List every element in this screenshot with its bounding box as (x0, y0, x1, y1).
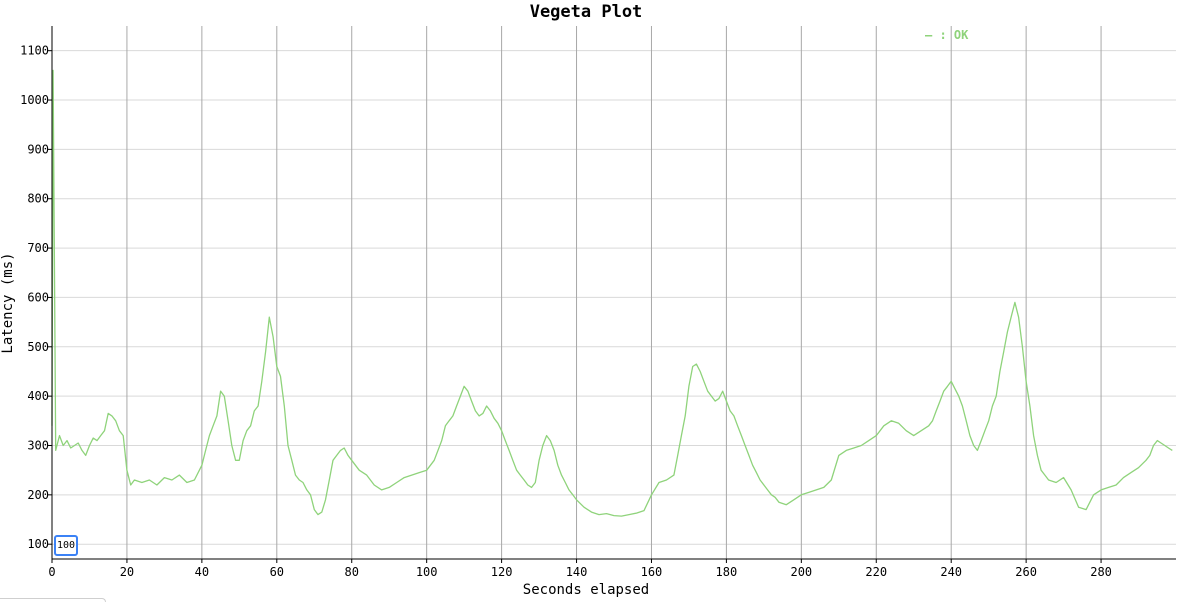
y-tick-label: 200 (27, 488, 49, 502)
x-tick-label: 180 (716, 565, 738, 579)
x-tick-label: 200 (790, 565, 812, 579)
x-tick-label: 120 (491, 565, 513, 579)
x-tick-label: 80 (345, 565, 359, 579)
x-tick-label: 0 (48, 565, 55, 579)
grid (52, 26, 1176, 559)
y-tick-label: 100 (27, 537, 49, 551)
y-tick-label: 1100 (20, 44, 49, 58)
y-axis-label: Latency (ms) (0, 252, 16, 353)
y-tick-label: 400 (27, 389, 49, 403)
y-ticks: 100 200 300 400 500 600 700 800 900 1000 1100 (20, 44, 52, 551)
x-axis-label: Seconds elapsed (523, 582, 649, 598)
y-tick-label: 700 (27, 241, 49, 255)
y-tick-highlight-badge[interactable]: 100 (54, 535, 78, 556)
y-tick-label: 300 (27, 438, 49, 452)
y-tick-label: 800 (27, 192, 49, 206)
x-tick-label: 100 (416, 565, 438, 579)
x-ticks: 0 20 40 60 80 100 120 140 160 180 200 220 240 260 280 (48, 559, 1112, 579)
x-tick-label: 240 (940, 565, 962, 579)
series-line-ok (51, 69, 1173, 517)
x-tick-label: 40 (195, 565, 209, 579)
y-tick-label: 600 (27, 290, 49, 304)
x-tick-label: 60 (270, 565, 284, 579)
x-tick-label: 280 (1090, 565, 1112, 579)
chart-title: Vegeta Plot (530, 2, 643, 22)
window-corner (0, 598, 106, 602)
x-tick-label: 20 (120, 565, 134, 579)
series-ok (51, 69, 1173, 517)
x-tick-label: 160 (641, 565, 663, 579)
y-tick-label: 900 (27, 142, 49, 156)
x-tick-label: 220 (865, 565, 887, 579)
x-tick-label: 140 (566, 565, 588, 579)
x-tick-label: 260 (1015, 565, 1037, 579)
y-tick-label: 500 (27, 340, 49, 354)
legend-item-ok: — : OK (925, 28, 969, 42)
y-tick-label: 1000 (20, 93, 49, 107)
